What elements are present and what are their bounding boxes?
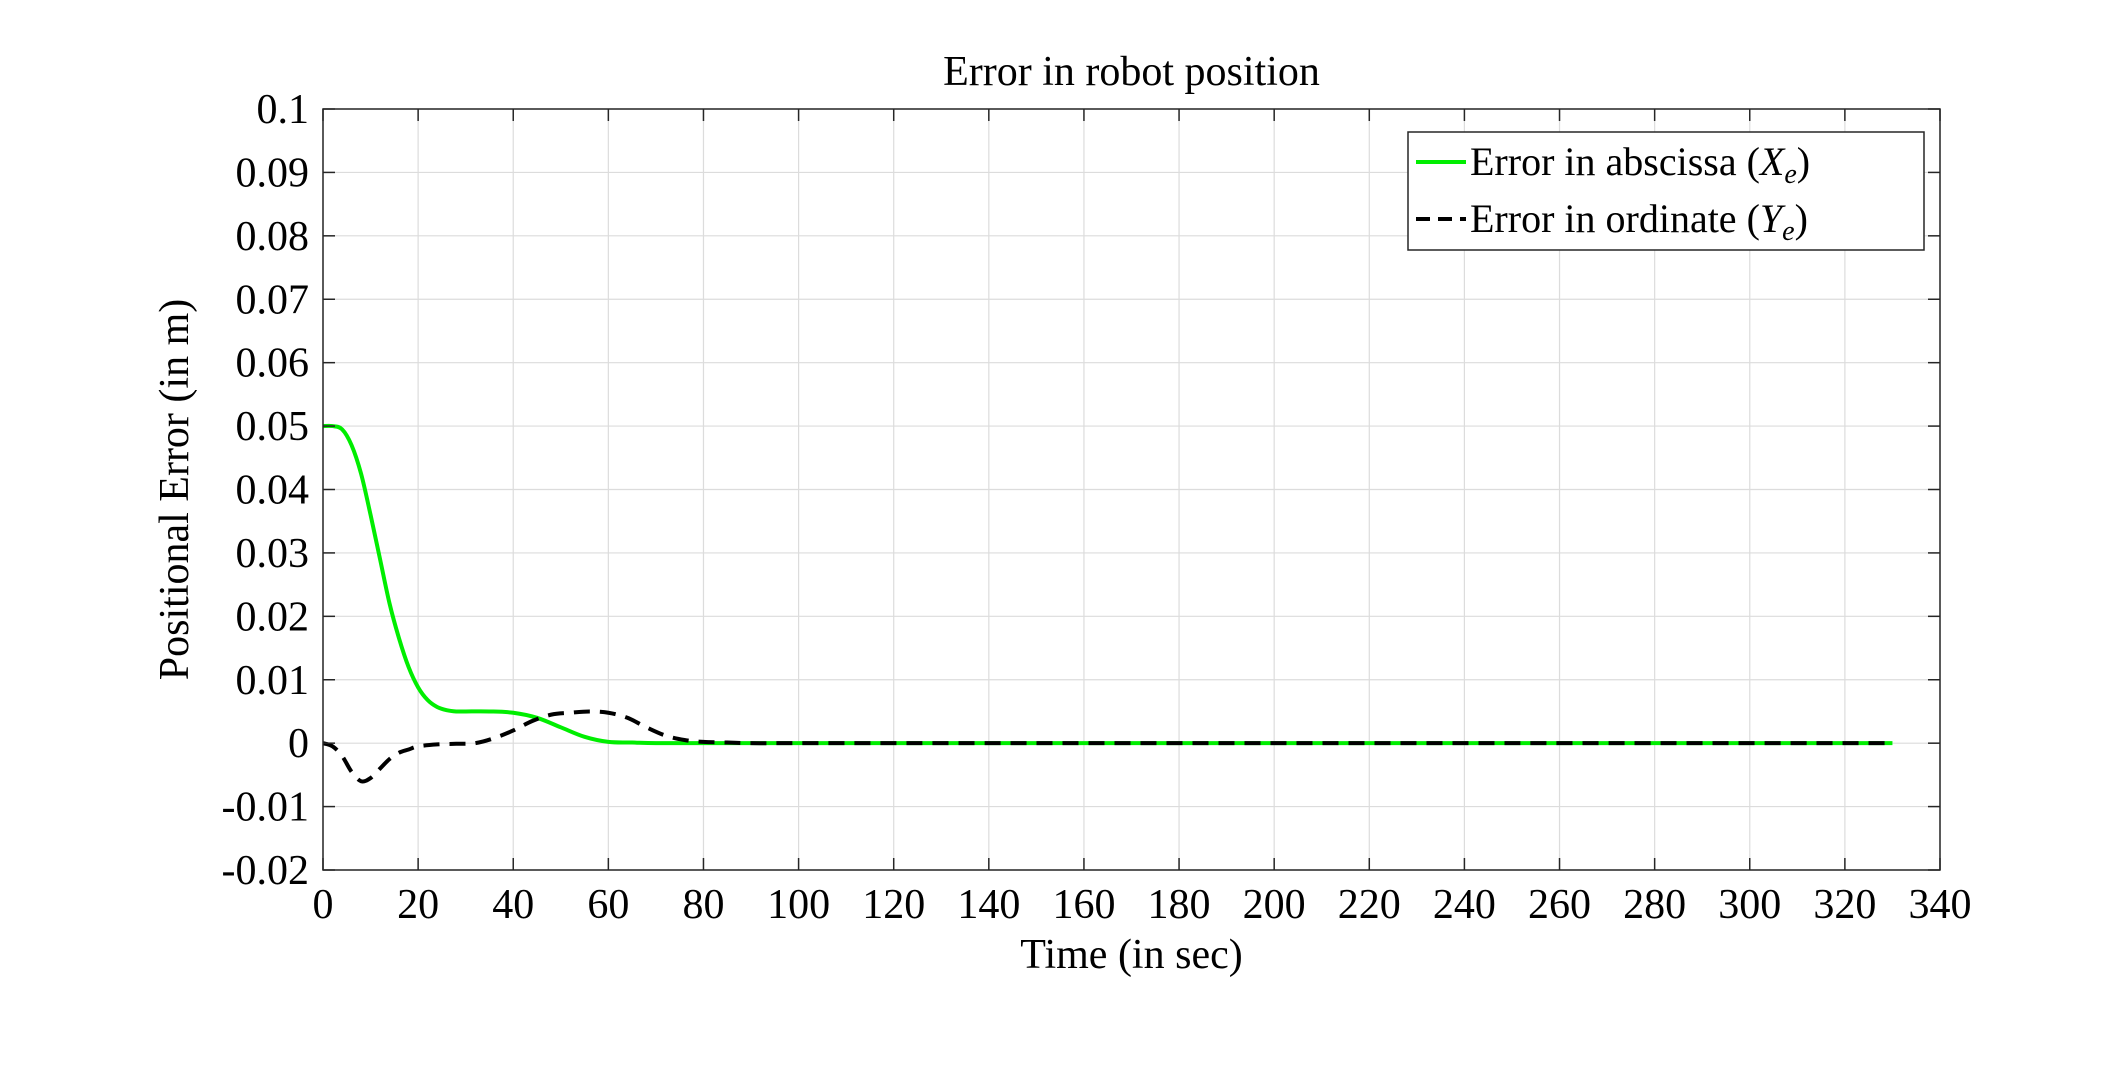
legend-label-text: Error in abscissa ( <box>1470 139 1760 184</box>
legend-label-sub: e <box>1782 216 1794 247</box>
series-line-2 <box>322 709 1893 784</box>
x-tick-label: 340 <box>1909 882 1972 928</box>
legend-label-sub: e <box>1784 159 1796 190</box>
legend-label-suffix: ) <box>1797 139 1810 184</box>
y-tick-label: 0.08 <box>236 214 310 260</box>
x-tick-label: 320 <box>1813 882 1876 928</box>
y-tick-label: 0.05 <box>236 404 310 450</box>
x-tick-label: 80 <box>682 882 724 928</box>
y-tick-label: -0.02 <box>222 848 310 894</box>
x-tick-label: 40 <box>492 882 534 928</box>
legend: Error in abscissa (Xe)Error in ordinate … <box>1407 131 1925 251</box>
x-tick-label: 20 <box>397 882 439 928</box>
x-axis-label: Time (in sec) <box>1020 932 1242 978</box>
x-tick-label: 140 <box>957 882 1020 928</box>
y-tick-label: -0.01 <box>222 785 310 831</box>
y-tick-label: 0.04 <box>236 468 310 514</box>
x-tick-label: 120 <box>862 882 925 928</box>
y-tick-label: 0.1 <box>257 87 310 133</box>
series-lines <box>322 423 1893 784</box>
x-tick-label: 300 <box>1718 882 1781 928</box>
y-tick-label: 0.07 <box>236 277 310 323</box>
y-axis-label: Positional Error (in m) <box>152 299 198 680</box>
ticks: 0 20 40 60 80 100 120 140 160 180 200 220 240 260 280 3… <box>222 87 1972 928</box>
x-tick-label: 200 <box>1243 882 1306 928</box>
legend-label-var: Y <box>1760 196 1786 241</box>
y-tick-label: 0.01 <box>236 658 310 704</box>
y-tick-label: 0 <box>288 721 309 767</box>
y-tick-label: 0.03 <box>236 531 310 577</box>
chart-title: Error in robot position <box>943 49 1320 95</box>
x-tick-label: 260 <box>1528 882 1591 928</box>
y-tick-label: 0.06 <box>236 341 310 387</box>
legend-label-2: Error in ordinate (Ye) <box>1470 196 1808 247</box>
legend-label-1: Error in abscissa (Xe) <box>1470 139 1810 190</box>
legend-label-var: X <box>1758 139 1786 184</box>
x-tick-label: 100 <box>767 882 830 928</box>
y-tick-label: 0.02 <box>236 594 310 640</box>
x-tick-label: 220 <box>1338 882 1401 928</box>
legend-label-text: Error in ordinate ( <box>1470 196 1760 241</box>
legend-box <box>1407 131 1925 251</box>
x-tick-label: 60 <box>587 882 629 928</box>
y-tick-label: 0.09 <box>236 150 310 196</box>
x-tick-label: 160 <box>1052 882 1115 928</box>
x-tick-label: 0 <box>313 882 334 928</box>
x-tick-label: 240 <box>1433 882 1496 928</box>
series-line-1 <box>322 423 1893 746</box>
legend-label-suffix: ) <box>1795 196 1808 241</box>
x-tick-label: 280 <box>1623 882 1686 928</box>
x-tick-label: 180 <box>1148 882 1211 928</box>
